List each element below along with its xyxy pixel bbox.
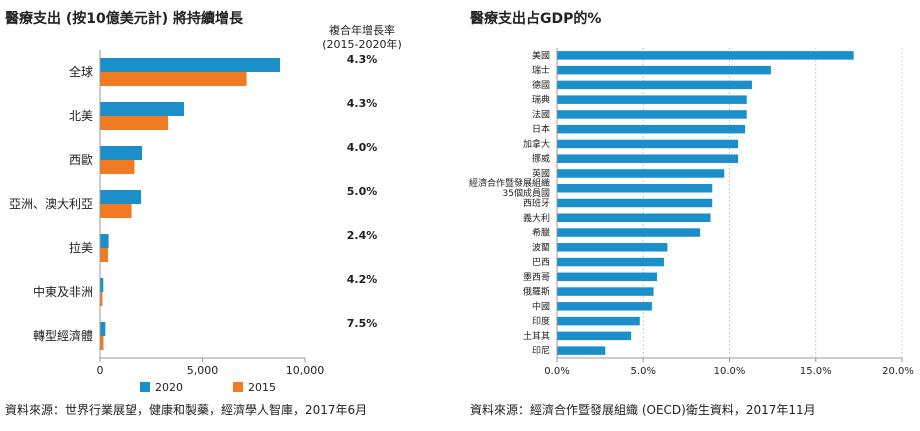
country-bar-3 (557, 95, 747, 104)
country-label: 西班牙 (523, 197, 550, 209)
country-label: 瑞士 (532, 64, 550, 76)
country-label: 法國 (532, 108, 550, 120)
country-label: 印度 (532, 315, 550, 327)
country-bar-9 (557, 183, 713, 193)
category-label: 西歐 (69, 152, 93, 167)
legend-swatch-2015 (233, 382, 243, 392)
cagr-value: 7.5% (347, 317, 378, 330)
country-bar-15 (557, 272, 658, 282)
country-bar-16 (557, 287, 654, 296)
legend-label-2015: 2015 (248, 381, 276, 394)
category-label: 全球 (69, 64, 93, 79)
country-bar-4 (557, 110, 747, 119)
right-x-tick-label: 5.0% (631, 366, 656, 377)
cagr-value: 5.0% (347, 185, 378, 198)
legend-label-2020: 2020 (155, 381, 183, 394)
country-bar-1 (557, 65, 771, 75)
country-label: 加拿大 (523, 138, 550, 150)
right-x-tick-label: 20.0% (882, 366, 914, 377)
bar-2015-1 (100, 116, 169, 130)
country-bar-17 (557, 302, 652, 311)
country-bar-8 (557, 169, 725, 178)
right-source-note: 資料來源：經濟合作暨發展組織 (OECD)衛生資料，2017年11月 (470, 402, 816, 417)
cagr-value: 4.3% (347, 53, 378, 66)
bar-2020-6 (100, 322, 106, 336)
cagr-header: 複合年增長率 (329, 23, 395, 37)
bar-2015-5 (100, 292, 103, 306)
country-label: 挪威 (532, 153, 550, 165)
bar-2020-4 (100, 234, 109, 248)
country-bar-10 (557, 198, 713, 208)
country-label: 德國 (532, 79, 550, 91)
bar-2020-3 (100, 190, 141, 204)
left-chart-title: 醫療支出 (按10億美元計) 將持續增長 (5, 10, 244, 27)
category-label: 亞洲、澳大利亞 (9, 197, 93, 211)
country-label: 瑞典 (532, 94, 550, 106)
country-bar-2 (557, 80, 752, 90)
country-label: 墨西哥 (523, 272, 550, 283)
country-bar-0 (557, 51, 854, 60)
category-label: 中東及非洲 (33, 284, 93, 299)
cagr-value: 2.4% (347, 229, 378, 242)
legend-swatch-2020 (140, 382, 150, 392)
country-label: 巴西 (532, 257, 550, 268)
category-label: 拉美 (69, 240, 93, 255)
bar-2015-6 (100, 336, 104, 350)
category-label: 轉型經濟體 (33, 328, 93, 343)
country-label: 經濟合作暨發展組織 35個成員國 (469, 177, 550, 199)
bar-2020-0 (100, 58, 280, 72)
country-bar-13 (557, 243, 668, 252)
bar-2020-1 (100, 102, 185, 116)
bar-2015-2 (100, 160, 135, 174)
left-source-note: 資料來源：世界行業展望，健康和製藥，經濟學人智庫，2017年6月 (5, 402, 367, 417)
country-label: 美國 (532, 49, 550, 61)
country-label: 義大利 (523, 212, 550, 224)
country-label: 英國 (532, 167, 550, 179)
country-bar-5 (557, 124, 746, 134)
country-label: 俄羅斯 (523, 286, 550, 298)
category-label: 北美 (69, 109, 93, 123)
bar-2015-0 (100, 72, 247, 86)
country-bar-14 (557, 257, 664, 267)
country-bar-19 (557, 331, 632, 341)
country-bar-20 (557, 346, 606, 355)
cagr-header-period: (2015-2020年) (322, 37, 402, 51)
cagr-value: 4.3% (347, 97, 378, 110)
left-x-tick-label: 10,000 (286, 364, 325, 377)
bar-2015-4 (100, 248, 108, 262)
bar-2020-2 (100, 146, 143, 160)
bar-2020-5 (100, 278, 104, 292)
right-chart-title: 醫療支出占GDP的% (470, 10, 601, 27)
country-label: 日本 (532, 123, 550, 135)
cagr-value: 4.2% (347, 273, 378, 286)
country-label: 土耳其 (523, 330, 550, 342)
right-x-tick-label: 0.0% (544, 366, 569, 377)
country-bar-7 (557, 154, 739, 163)
country-label: 印尼 (532, 345, 550, 357)
country-label: 希臘 (532, 227, 550, 239)
left-x-tick-label: 5,000 (187, 364, 219, 377)
country-bar-18 (557, 316, 640, 326)
cagr-value: 4.0% (347, 141, 378, 154)
country-bar-6 (557, 139, 739, 149)
right-x-tick-label: 10.0% (714, 366, 746, 377)
right-x-tick-label: 15.0% (800, 366, 832, 377)
country-label: 波蘭 (532, 241, 550, 253)
left-x-tick-label: 0 (97, 364, 104, 377)
country-bar-11 (557, 213, 711, 223)
country-label: 中國 (532, 300, 550, 312)
bar-2015-3 (100, 204, 132, 218)
country-bar-12 (557, 228, 701, 237)
